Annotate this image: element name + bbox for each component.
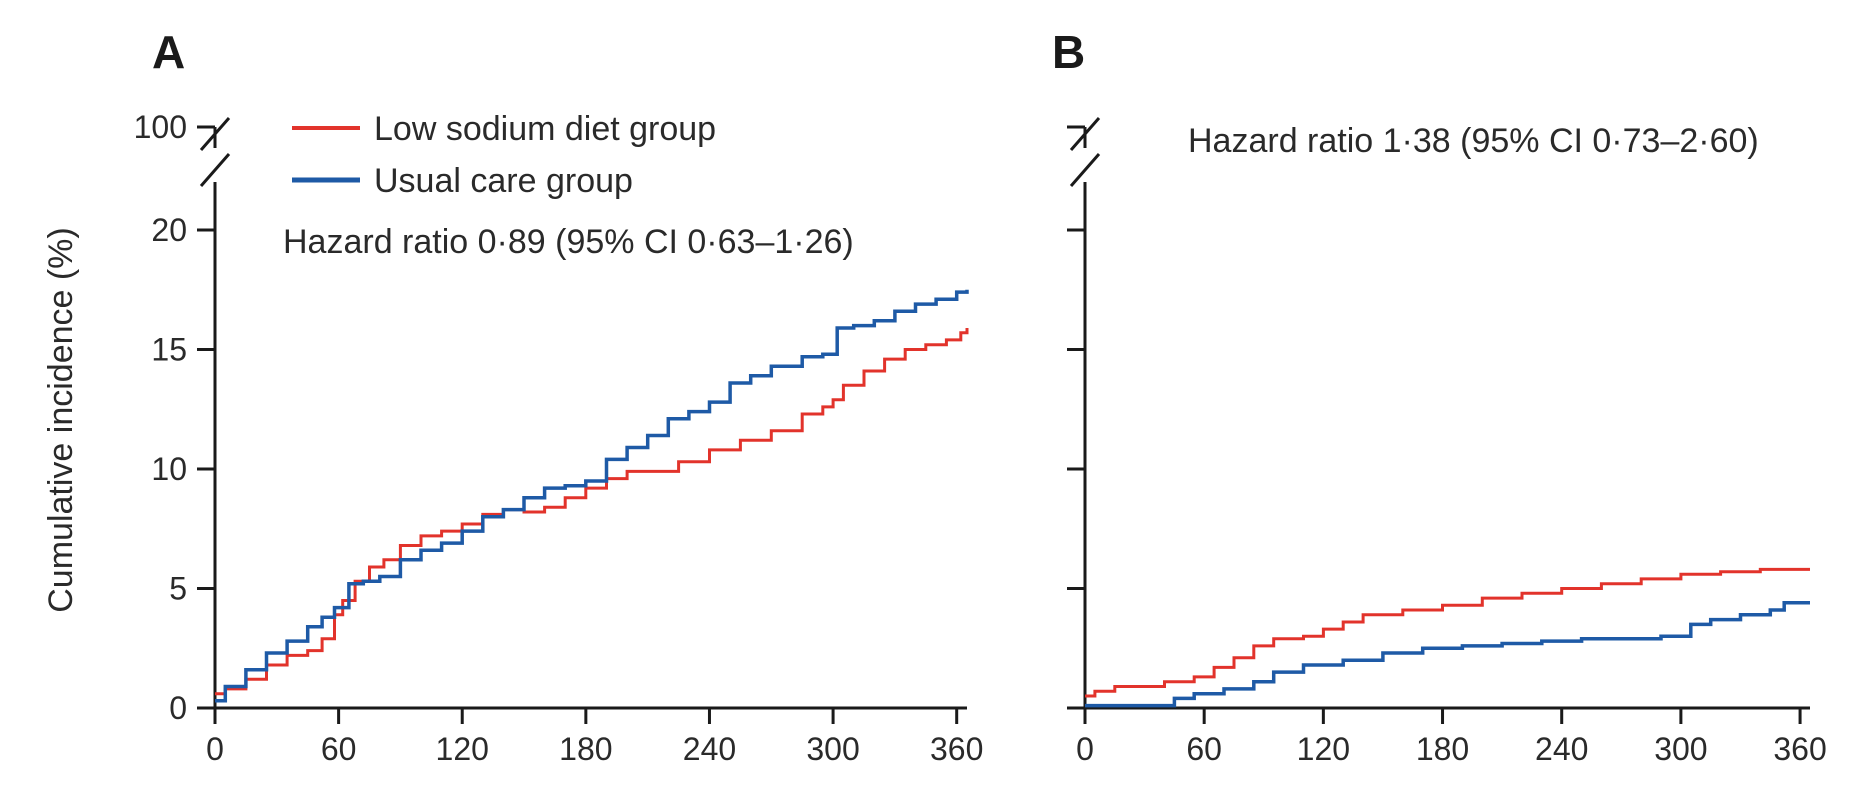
panel-b-series-low-sodium-diet-group <box>1085 567 1810 698</box>
panel-b-axes: 0 60 120 180 240 300 360 <box>1067 117 1827 767</box>
panel-b-axis-break-mark <box>1069 153 1101 187</box>
panel-b-x-tick-label: 240 <box>1535 731 1588 767</box>
panel-a-legend: Low sodium diet group Usual care group <box>292 110 716 200</box>
panel-b-series-usual-care-group <box>1085 601 1810 708</box>
panel-b-x-tick-label: 0 <box>1076 731 1094 767</box>
panel-a-y-tick-label: 0 <box>169 690 187 726</box>
panel-a-x-tick-label: 240 <box>683 731 736 767</box>
panel-a-x-tick-label: 360 <box>930 731 983 767</box>
panel-a-x-tick-label: 60 <box>321 731 357 767</box>
panel-a-letter: A <box>152 26 185 78</box>
panel-b-x-tick-label: 120 <box>1297 731 1350 767</box>
panel-a-axes: 0 60 120 180 240 300 360 0 5 10 15 20 100 <box>134 109 984 767</box>
panel-a-x-tick-label: 300 <box>806 731 859 767</box>
panel-a-y-tick-label: 10 <box>151 451 187 487</box>
panel-a-hazard-ratio: Hazard ratio 0·89 (95% CI 0·63–1·26) <box>283 223 854 261</box>
panel-a-series <box>215 289 969 703</box>
panel-a-x-tick-label: 0 <box>206 731 224 767</box>
panel-a: A Cumulative incidence (%) 0 60 120 180 240 3… <box>42 26 983 767</box>
panel-b-x-tick-label: 360 <box>1773 731 1826 767</box>
legend-low-sodium-label: Low sodium diet group <box>374 110 716 148</box>
panel-b-hazard-ratio: Hazard ratio 1·38 (95% CI 0·73–2·60) <box>1188 122 1759 160</box>
panel-a-x-tick-label: 180 <box>559 731 612 767</box>
panel-a-y-tick-label: 5 <box>169 571 187 607</box>
panel-a-axis-break-mark <box>199 117 231 151</box>
panel-b-letter: B <box>1052 26 1085 78</box>
panel-a-axis-break-mark <box>199 153 231 187</box>
panel-a-y-axis-label: Cumulative incidence (%) <box>42 227 80 613</box>
panel-b-x-tick-label: 60 <box>1186 731 1222 767</box>
panel-b-x-tick-label: 180 <box>1416 731 1469 767</box>
panel-b-series <box>1085 567 1810 708</box>
panel-a-y-tick-label-100: 100 <box>134 109 187 145</box>
legend-usual-care-label: Usual care group <box>374 162 633 200</box>
panel-a-x-tick-label: 120 <box>436 731 489 767</box>
panel-a-series-usual-care-group <box>215 289 969 703</box>
panel-b-x-tick-label: 300 <box>1654 731 1707 767</box>
panel-b: B 0 60 120 180 240 300 360 Hazard ratio 1·38 (… <box>1052 26 1827 767</box>
panel-b-axis-break-mark <box>1069 117 1101 151</box>
panel-a-y-tick-label: 20 <box>151 212 187 248</box>
panel-a-y-tick-label: 15 <box>151 332 187 368</box>
panel-a-series-low-sodium-diet-group <box>215 328 969 696</box>
